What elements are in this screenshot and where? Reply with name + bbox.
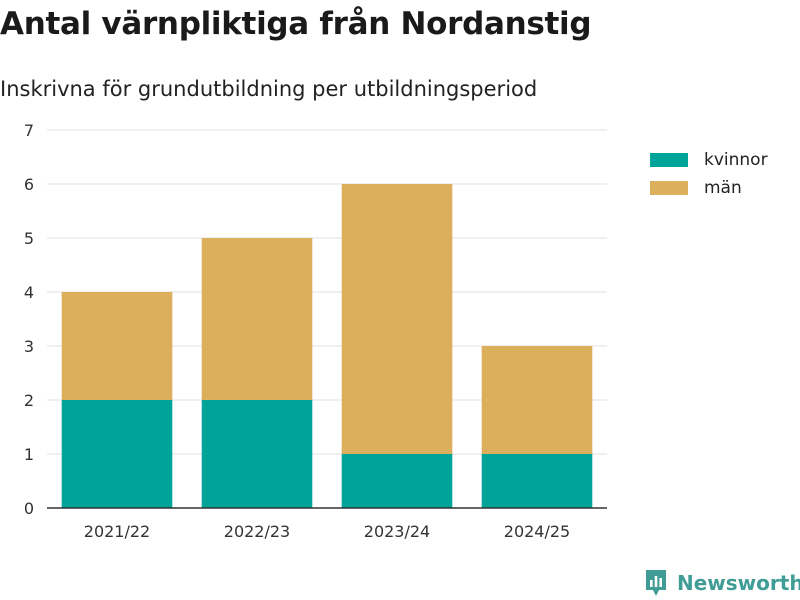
bar-kvinnor-2022-23 (201, 400, 313, 508)
bars (61, 184, 593, 508)
x-tick-label-2023-24: 2023/24 (364, 522, 430, 541)
brand-logo: Newsworthy (644, 568, 800, 598)
legend-swatch-man (650, 181, 688, 195)
bar-man-2023-24 (341, 184, 453, 454)
legend-item-kvinnor: kvinnor (650, 146, 768, 174)
chart-title: Antal värnpliktiga från Nordanstig (0, 6, 592, 42)
bar-man-2022-23 (201, 238, 313, 400)
y-tick-label-3: 3 (24, 337, 34, 356)
y-tick-label-0: 0 (24, 499, 34, 518)
x-tick-label-2021-22: 2021/22 (84, 522, 150, 541)
x-tick-label-2022-23: 2022/23 (224, 522, 290, 541)
newsworthy-icon (646, 570, 666, 596)
x-tick-label-2024-25: 2024/25 (504, 522, 570, 541)
legend-label-kvinnor: kvinnor (704, 150, 768, 170)
bar-man-2021-22 (61, 292, 173, 400)
y-tick-label-4: 4 (24, 283, 34, 302)
legend-label-man: män (704, 178, 742, 198)
legend: kvinnor män (650, 146, 768, 202)
bar-man-2024-25 (481, 346, 593, 454)
y-tick-label-5: 5 (24, 229, 34, 248)
y-tick-label-1: 1 (24, 445, 34, 464)
bar-kvinnor-2023-24 (341, 454, 453, 508)
chart-subtitle: Inskrivna för grundutbildning per utbild… (0, 77, 538, 101)
legend-swatch-kvinnor (650, 153, 688, 167)
axes: 0 1 2 3 4 5 6 7 2021/22 2022/23 2023/24 2024/25 (24, 121, 607, 541)
legend-item-man: män (650, 174, 768, 202)
bar-kvinnor-2021-22 (61, 400, 173, 508)
brand-name: Newsworthy (677, 571, 800, 595)
y-tick-label-6: 6 (24, 175, 34, 194)
y-tick-label-2: 2 (24, 391, 34, 410)
bar-kvinnor-2024-25 (481, 454, 593, 508)
y-tick-label-7: 7 (24, 121, 34, 140)
